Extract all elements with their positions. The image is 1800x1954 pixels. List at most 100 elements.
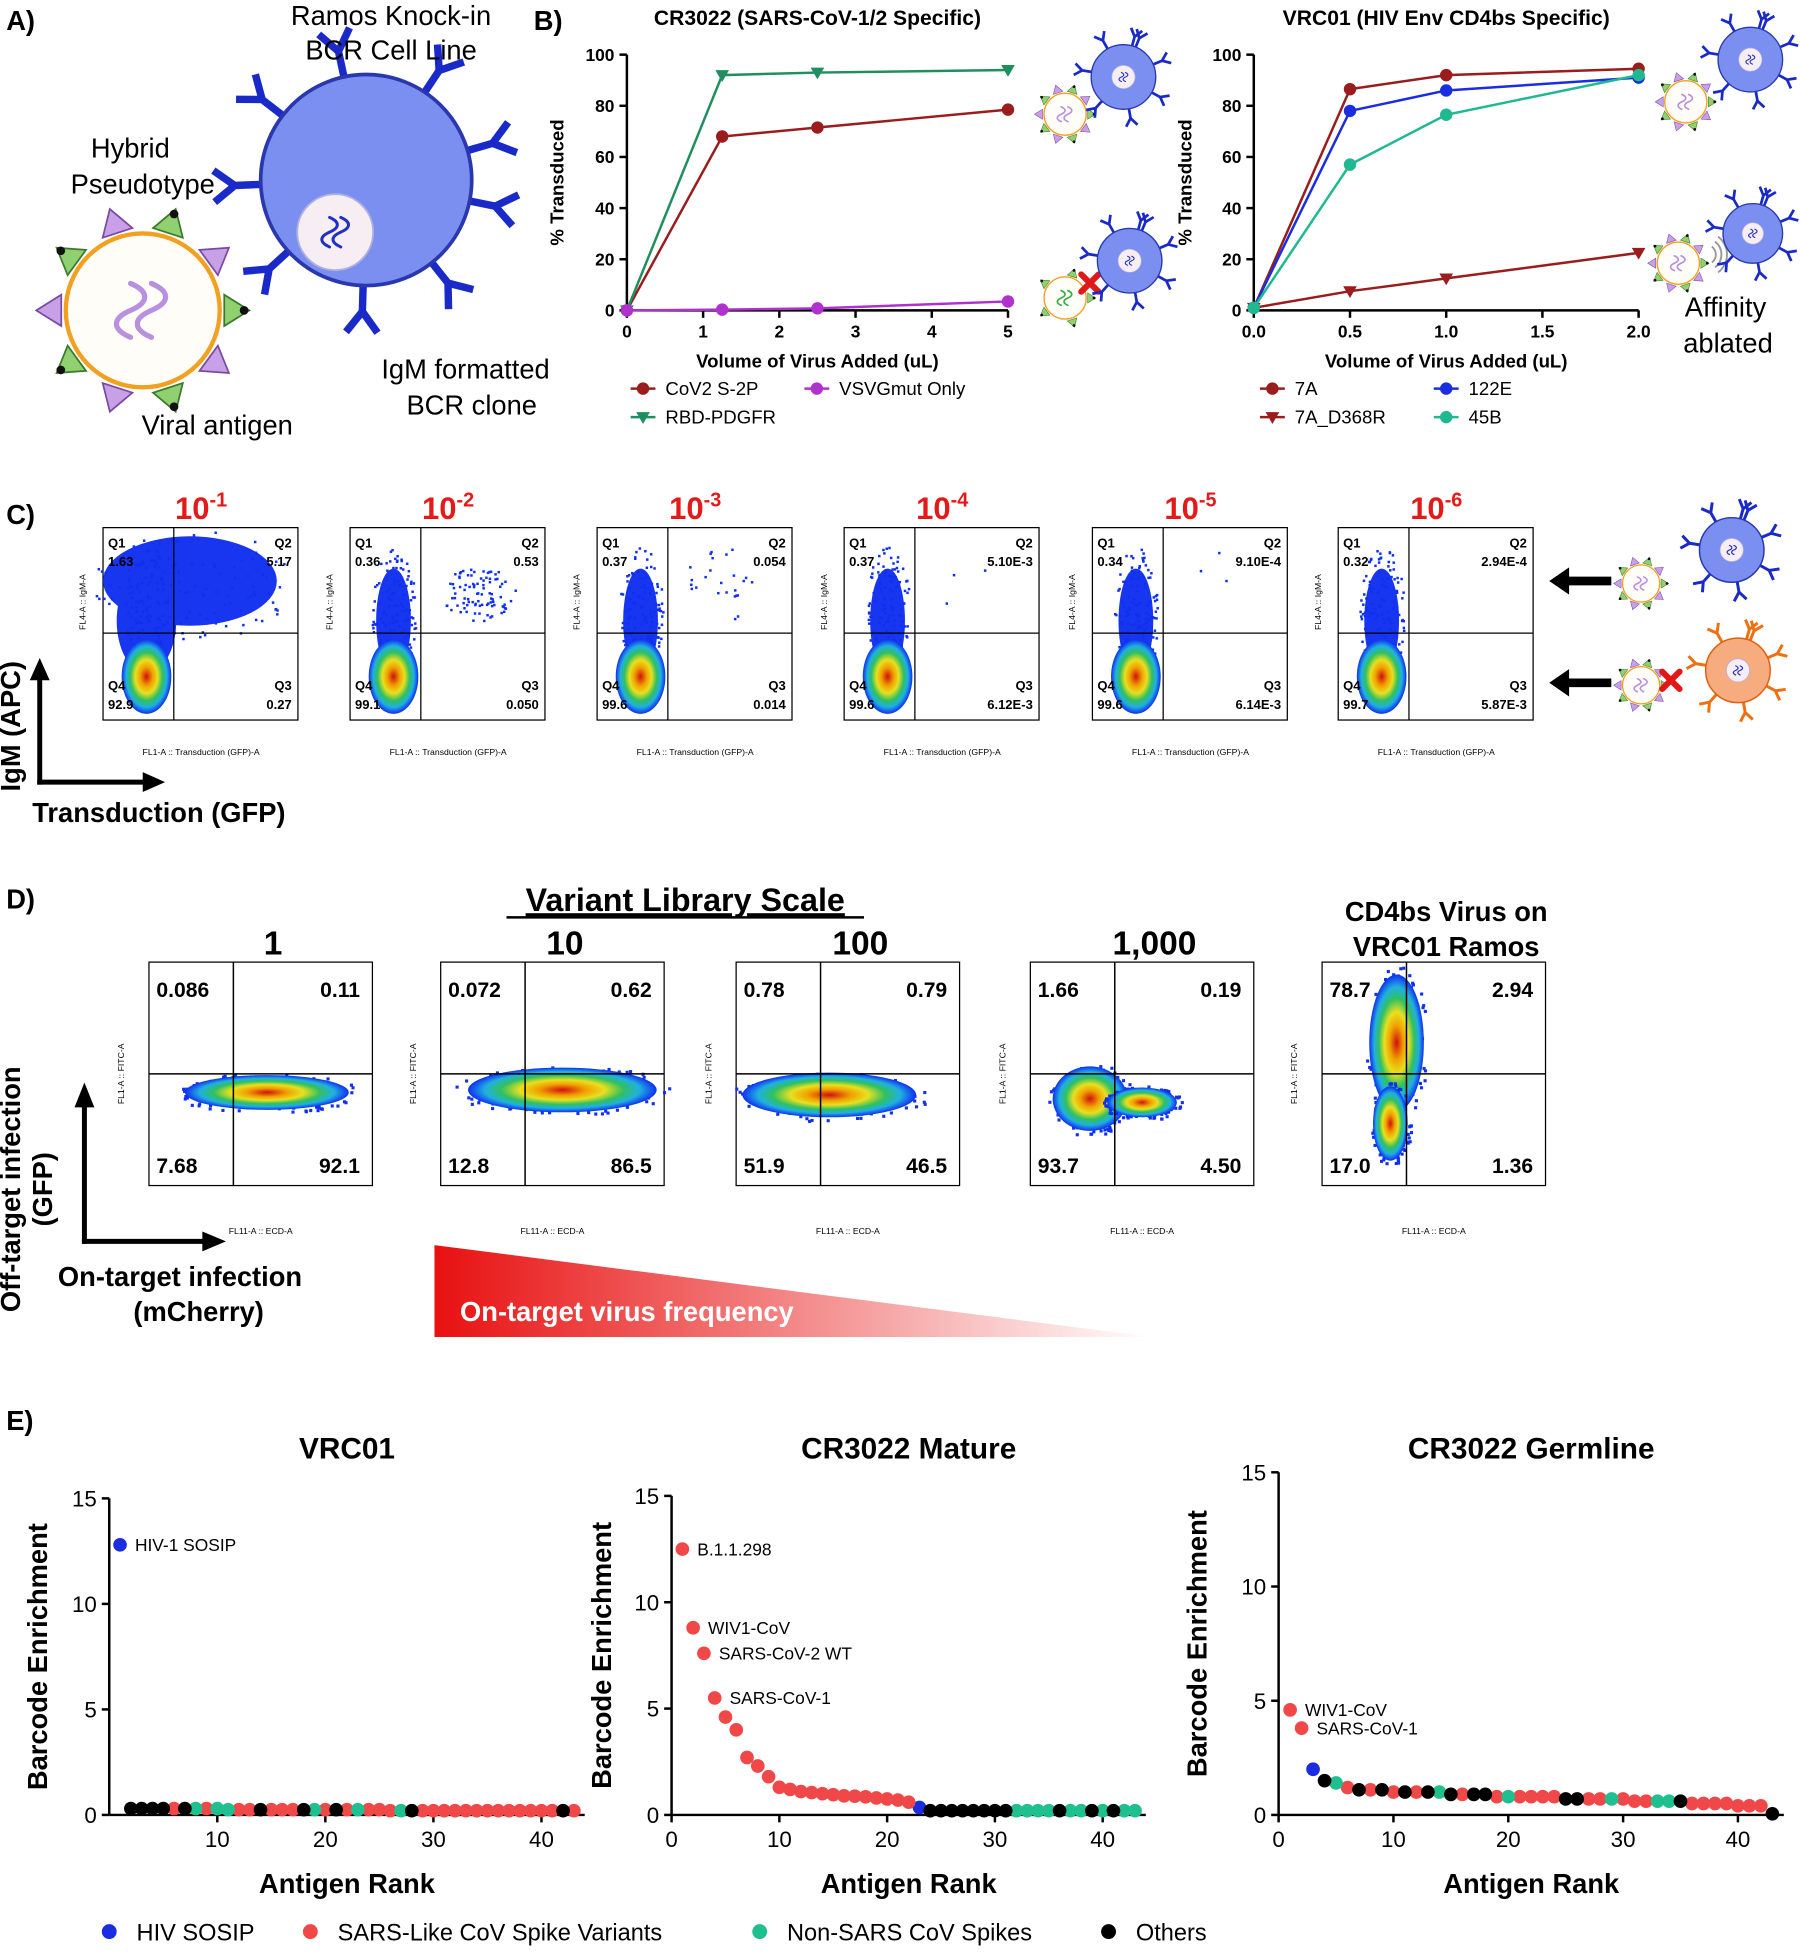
event bbox=[1126, 631, 1129, 634]
event bbox=[1372, 1135, 1376, 1139]
event bbox=[1129, 577, 1133, 581]
event bbox=[500, 611, 503, 615]
point bbox=[383, 1803, 398, 1818]
event bbox=[395, 619, 399, 623]
event bbox=[1385, 585, 1388, 589]
annotation: WIV1-CoV bbox=[1305, 1700, 1387, 1720]
event bbox=[1125, 614, 1128, 618]
event bbox=[607, 1067, 611, 1072]
event bbox=[1398, 643, 1401, 646]
event bbox=[487, 602, 490, 605]
point bbox=[923, 1803, 938, 1818]
event bbox=[170, 538, 173, 541]
event bbox=[392, 566, 395, 570]
event bbox=[736, 615, 740, 618]
event bbox=[271, 601, 275, 604]
point bbox=[318, 1802, 333, 1817]
quadrant-value: 5.87E-3 bbox=[1481, 697, 1527, 712]
point bbox=[480, 1803, 495, 1818]
event bbox=[383, 611, 387, 614]
point bbox=[1329, 1776, 1343, 1790]
label: Hybrid bbox=[91, 133, 170, 164]
quadrant-value: 0.78 bbox=[744, 979, 785, 1002]
event bbox=[1114, 612, 1117, 616]
plot-title: 10-4 bbox=[916, 490, 968, 526]
event bbox=[135, 600, 138, 604]
event bbox=[880, 590, 883, 593]
antigen bbox=[1630, 556, 1640, 567]
tag bbox=[1092, 296, 1096, 300]
event bbox=[1104, 1132, 1108, 1136]
event bbox=[891, 614, 894, 617]
event bbox=[1147, 618, 1151, 621]
event bbox=[657, 626, 661, 630]
antigen bbox=[55, 246, 88, 277]
point bbox=[1343, 82, 1357, 96]
event bbox=[372, 609, 375, 612]
event bbox=[878, 554, 881, 558]
antigen bbox=[1039, 279, 1051, 290]
event bbox=[1376, 574, 1380, 578]
event bbox=[632, 591, 635, 595]
event bbox=[656, 608, 659, 612]
antigen bbox=[151, 207, 185, 240]
event bbox=[626, 575, 629, 578]
event bbox=[147, 613, 150, 617]
antibody bbox=[427, 258, 475, 310]
point bbox=[1501, 1789, 1516, 1804]
event bbox=[265, 576, 268, 579]
event bbox=[540, 1111, 544, 1115]
event bbox=[1155, 637, 1159, 640]
event bbox=[633, 626, 637, 629]
point bbox=[340, 1802, 354, 1817]
point bbox=[988, 1803, 1002, 1818]
event bbox=[1143, 629, 1146, 632]
event bbox=[320, 1107, 324, 1111]
point bbox=[1052, 1803, 1067, 1818]
event bbox=[887, 620, 891, 623]
event bbox=[390, 592, 394, 596]
event bbox=[251, 584, 255, 588]
event bbox=[628, 615, 632, 618]
title-base: 10 bbox=[1164, 491, 1199, 526]
event bbox=[409, 582, 413, 585]
event bbox=[799, 1115, 803, 1119]
event bbox=[877, 571, 880, 574]
legend-label: 45B bbox=[1469, 406, 1502, 427]
event bbox=[455, 1085, 459, 1089]
event bbox=[159, 640, 163, 644]
event bbox=[859, 1116, 863, 1120]
event bbox=[1049, 1090, 1053, 1094]
virus bbox=[1663, 80, 1708, 124]
event bbox=[879, 583, 883, 586]
event bbox=[874, 636, 877, 640]
quadrant-value: 0.37 bbox=[849, 554, 874, 569]
event bbox=[376, 583, 379, 587]
quadrant-value: 2.94 bbox=[1492, 979, 1533, 1002]
event bbox=[709, 569, 712, 572]
quadrant-value: 0.53 bbox=[513, 554, 538, 569]
event bbox=[182, 1087, 186, 1091]
antibody bbox=[1758, 523, 1782, 540]
event bbox=[129, 584, 132, 588]
plot-axis-title: FL1-A :: FITC-A bbox=[1289, 1043, 1299, 1104]
event bbox=[130, 596, 134, 600]
event bbox=[146, 596, 150, 600]
tag bbox=[1618, 566, 1622, 570]
event bbox=[1380, 598, 1384, 601]
antigen bbox=[101, 207, 135, 240]
event bbox=[653, 610, 656, 614]
event bbox=[1130, 566, 1134, 569]
event bbox=[135, 584, 138, 588]
event bbox=[490, 592, 494, 596]
plot-axis-title: FL1-A :: FITC-A bbox=[703, 1043, 713, 1104]
point bbox=[502, 1803, 516, 1818]
event bbox=[395, 566, 398, 570]
event bbox=[412, 582, 416, 585]
event bbox=[488, 577, 492, 581]
event bbox=[1152, 636, 1155, 639]
event bbox=[885, 629, 888, 633]
point bbox=[1440, 68, 1453, 82]
panel-label: D) bbox=[6, 884, 35, 915]
plot-title: 100 bbox=[832, 926, 888, 963]
